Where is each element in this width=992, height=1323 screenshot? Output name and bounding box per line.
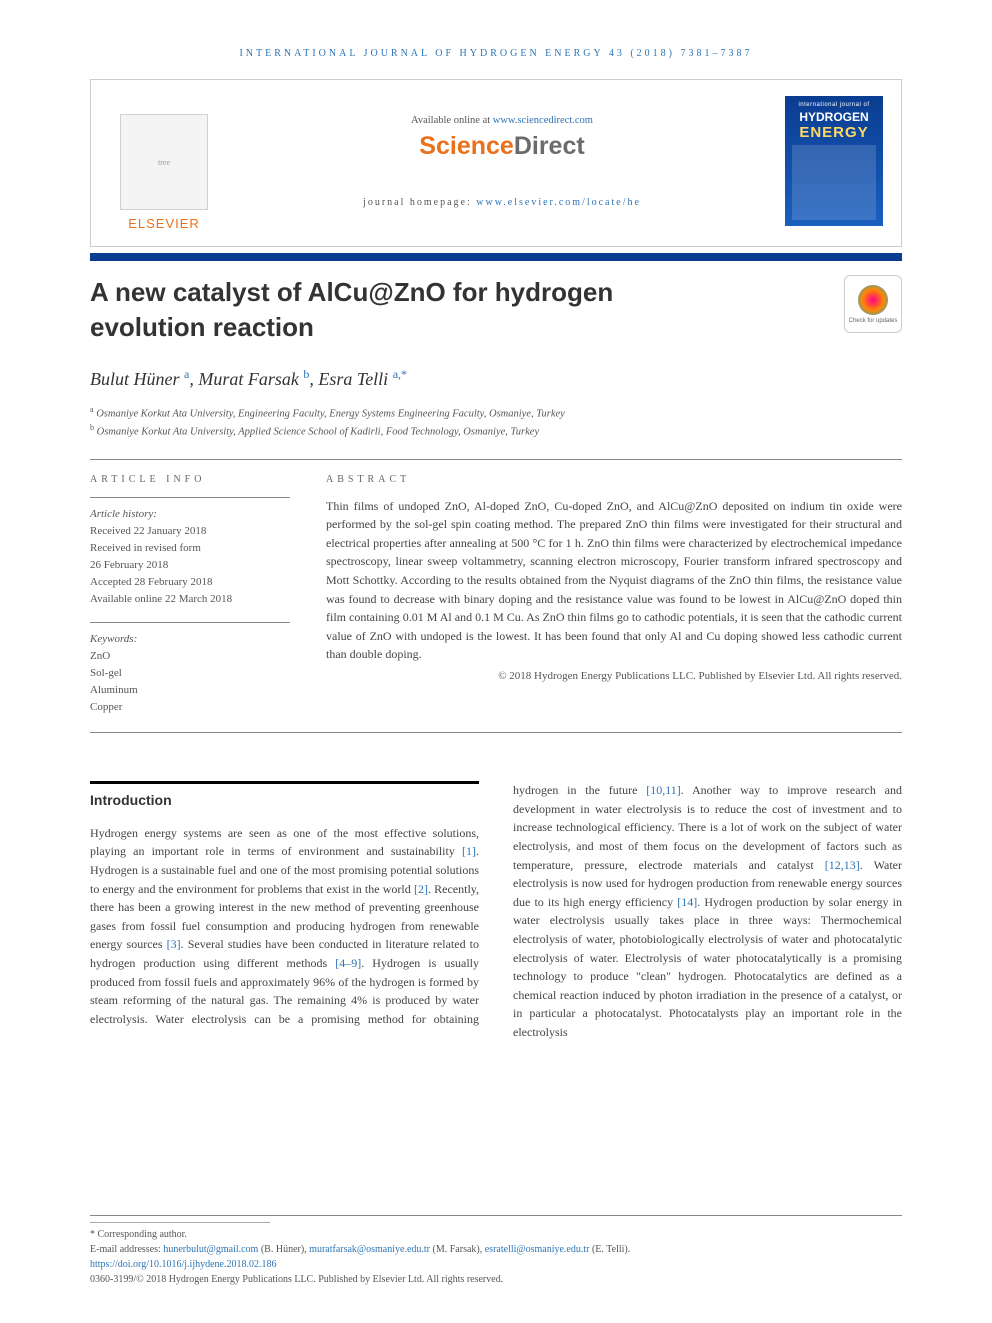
author-list: Bulut Hüner a, Murat Farsak b, Esra Tell… <box>90 367 902 390</box>
abstract-text: Thin films of undoped ZnO, Al-doped ZnO,… <box>326 497 902 685</box>
email-link[interactable]: hunerbulut@gmail.com <box>163 1244 258 1255</box>
journal-cover-thumb: international journal of HYDROGEN ENERGY <box>785 96 883 226</box>
introduction-head: Introduction <box>90 781 479 812</box>
publisher-name: ELSEVIER <box>128 216 200 231</box>
keywords-label: Keywords: <box>90 631 290 648</box>
keyword-2: Sol-gel <box>90 665 290 682</box>
footnote-rule <box>90 1222 270 1223</box>
ref-link[interactable]: [1] <box>462 844 476 858</box>
email-link[interactable]: muratfarsak@osmaniye.edu.tr <box>309 1244 430 1255</box>
affiliation-b-text: Osmaniye Korkut Ata University, Applied … <box>97 427 540 438</box>
article-title: A new catalyst of AlCu@ZnO for hydrogen … <box>90 275 730 345</box>
ref-link[interactable]: [12,13] <box>825 858 860 872</box>
sciencedirect-link[interactable]: www.sciencedirect.com <box>493 115 593 126</box>
publisher-logo-block: tree ELSEVIER <box>109 91 219 231</box>
check-updates-button[interactable]: Check for updates <box>844 275 902 333</box>
running-head: INTERNATIONAL JOURNAL OF HYDROGEN ENERGY… <box>90 48 902 59</box>
keywords-block: Keywords: ZnO Sol-gel Aluminum Copper <box>90 622 290 716</box>
issn-copyright: 0360-3199/© 2018 Hydrogen Energy Publica… <box>90 1272 902 1287</box>
abstract-head: ABSTRACT <box>326 474 902 485</box>
corresponding-author: * Corresponding author. <box>90 1227 902 1242</box>
sciencedirect-logo: ScienceDirect <box>219 132 785 161</box>
history-revised2: 26 February 2018 <box>90 557 290 574</box>
author-2-affil: b <box>303 367 309 381</box>
history-label: Article history: <box>90 506 290 523</box>
page-footer: * Corresponding author. E-mail addresses… <box>90 1215 902 1287</box>
author-3: Esra Telli <box>318 369 388 389</box>
email-link[interactable]: esratelli@osmaniye.edu.tr <box>485 1244 590 1255</box>
abstract-copyright: © 2018 Hydrogen Energy Publications LLC.… <box>326 668 902 685</box>
affiliation-a-text: Osmaniye Korkut Ata University, Engineer… <box>96 409 565 420</box>
info-abstract-row: ARTICLE INFO Article history: Received 2… <box>90 474 902 717</box>
intro-paragraph: Hydrogen energy systems are seen as one … <box>90 781 902 1041</box>
email-line: E-mail addresses: hunerbulut@gmail.com (… <box>90 1242 902 1257</box>
doi-link[interactable]: https://doi.org/10.1016/j.ijhydene.2018.… <box>90 1259 276 1270</box>
intro-text: . Hydrogen production by solar energy in… <box>513 895 902 1039</box>
history-accepted: Accepted 28 February 2018 <box>90 574 290 591</box>
affiliations: a Osmaniye Korkut Ata University, Engine… <box>90 404 902 441</box>
available-prefix: Available online at <box>411 115 493 126</box>
banner-center: Available online at www.sciencedirect.co… <box>219 115 785 208</box>
ref-link[interactable]: [3] <box>167 937 181 951</box>
email-name: (B. Hüner), <box>258 1244 309 1255</box>
journal-homepage-line: journal homepage: www.elsevier.com/locat… <box>219 197 785 208</box>
article-info-head: ARTICLE INFO <box>90 474 290 485</box>
history-revised1: Received in revised form <box>90 540 290 557</box>
check-updates-label: Check for updates <box>849 318 898 324</box>
divider <box>90 732 902 733</box>
cover-image-icon <box>792 145 876 220</box>
author-2: Murat Farsak <box>198 369 299 389</box>
email-label: E-mail addresses: <box>90 1244 163 1255</box>
article-info-col: ARTICLE INFO Article history: Received 2… <box>90 474 290 717</box>
journal-banner: tree ELSEVIER Available online at www.sc… <box>90 79 902 247</box>
divider <box>90 459 902 460</box>
history-received: Received 22 January 2018 <box>90 523 290 540</box>
ref-link[interactable]: [10,11] <box>646 783 681 797</box>
intro-text: Hydrogen energy systems are seen as one … <box>90 826 479 859</box>
ref-link[interactable]: [14] <box>677 895 697 909</box>
cover-line2: HYDROGEN <box>799 110 868 124</box>
abstract-col: ABSTRACT Thin films of undoped ZnO, Al-d… <box>326 474 902 717</box>
cover-line3: ENERGY <box>799 124 868 141</box>
author-1: Bulut Hüner <box>90 369 180 389</box>
email-name: (E. Telli). <box>589 1244 630 1255</box>
body-two-columns: Introduction Hydrogen energy systems are… <box>90 781 902 1041</box>
keyword-4: Copper <box>90 699 290 716</box>
ref-link[interactable]: [2] <box>414 882 428 896</box>
article-history: Article history: Received 22 January 201… <box>90 497 290 608</box>
author-3-affil: a,* <box>393 367 407 381</box>
journal-home-label: journal homepage: <box>363 197 476 208</box>
title-bar: A new catalyst of AlCu@ZnO for hydrogen … <box>90 253 902 345</box>
abstract-body: Thin films of undoped ZnO, Al-doped ZnO,… <box>326 499 902 662</box>
journal-home-link[interactable]: www.elsevier.com/locate/he <box>476 197 641 208</box>
affiliation-a: a Osmaniye Korkut Ata University, Engine… <box>90 404 902 422</box>
available-online-line: Available online at www.sciencedirect.co… <box>219 115 785 126</box>
ref-link[interactable]: [4–9] <box>335 956 361 970</box>
email-name: (M. Farsak), <box>430 1244 485 1255</box>
keyword-3: Aluminum <box>90 682 290 699</box>
cover-line1: international journal of <box>798 102 869 108</box>
affiliation-b: b Osmaniye Korkut Ata University, Applie… <box>90 422 902 440</box>
crossmark-icon <box>858 285 888 315</box>
keyword-1: ZnO <box>90 648 290 665</box>
author-1-affil: a <box>184 367 189 381</box>
sd-logo-part2: Direct <box>514 132 585 160</box>
sd-logo-part1: Science <box>419 132 514 160</box>
history-online: Available online 22 March 2018 <box>90 591 290 608</box>
elsevier-tree-icon: tree <box>120 114 208 210</box>
